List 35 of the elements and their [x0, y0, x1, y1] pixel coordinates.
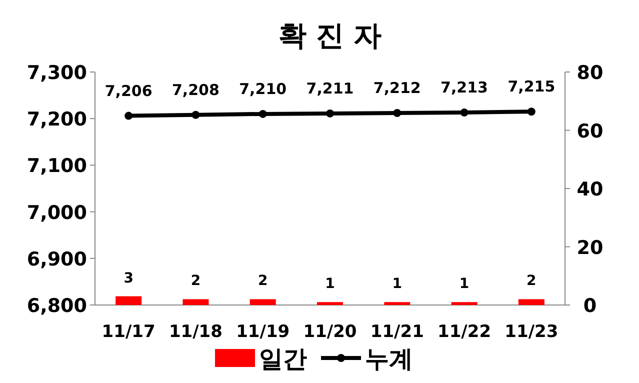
- data-label: 7,208: [172, 80, 220, 99]
- data-label: 3: [124, 270, 134, 286]
- y-tick-label: 7,000: [26, 202, 87, 224]
- x-tick-label: 11/18: [168, 322, 222, 342]
- x-tick-label: 11/21: [370, 322, 424, 342]
- y-tick-label: 7,100: [26, 155, 87, 178]
- legend-label: 일간: [259, 345, 307, 373]
- data-label: 2: [526, 273, 536, 290]
- legend-label: 누계: [365, 345, 413, 373]
- x-tick-label: 11/19: [236, 322, 290, 342]
- data-label: 7,211: [306, 79, 354, 98]
- data-label: 2: [190, 273, 201, 290]
- data-label: 2: [258, 273, 268, 290]
- chart-title: 확 진 자: [278, 19, 382, 52]
- y-tick-label: 6,800: [26, 295, 87, 317]
- data-label: 7,215: [508, 78, 556, 96]
- y2-tick-label: 20: [576, 236, 604, 259]
- y2-tick-label: 80: [576, 62, 604, 84]
- y2-tick-label: 60: [576, 120, 604, 142]
- data-label: 7,210: [239, 80, 287, 98]
- y-tick-label: 7,200: [26, 108, 87, 131]
- data-label: 1: [459, 276, 470, 292]
- data-label: 1: [325, 276, 335, 292]
- data-label: 7,213: [440, 78, 488, 97]
- x-tick-label: 11/23: [504, 322, 558, 342]
- data-label: 1: [392, 276, 402, 292]
- data-label: 7,212: [373, 79, 421, 98]
- y2-tick-label: 40: [576, 178, 604, 200]
- y-tick-label: 6,900: [26, 248, 87, 270]
- data-label: 7,206: [104, 82, 152, 100]
- x-tick-label: 11/20: [303, 322, 357, 342]
- x-tick-label: 11/17: [102, 322, 156, 342]
- y-tick-label: 7,300: [26, 62, 87, 84]
- x-tick-label: 11/22: [438, 322, 492, 342]
- y2-tick-label: 0: [583, 295, 597, 317]
